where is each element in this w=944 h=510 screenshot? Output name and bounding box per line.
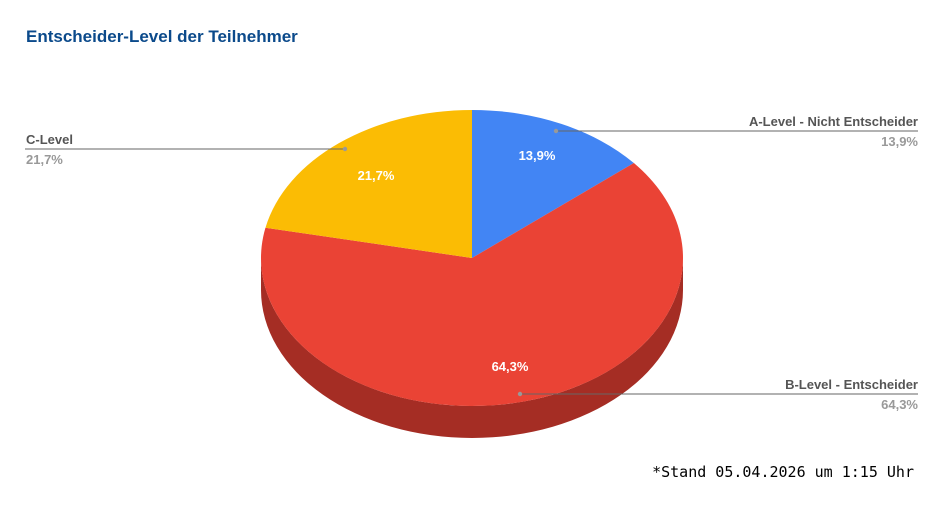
legend-value: 21,7% (26, 152, 63, 167)
chart-title: Entscheider-Level der Teilnehmer (26, 27, 298, 46)
pie-slice-0 (472, 110, 634, 258)
legend-label: B-Level - Entscheider (785, 377, 918, 392)
legend-label: A-Level - Nicht Entscheider (749, 114, 918, 129)
legend-value: 64,3% (881, 397, 918, 412)
pie-slice-1 (261, 163, 683, 406)
legend-value: 13,9% (881, 134, 918, 149)
legend-label: C-Level (26, 132, 73, 147)
slice-value-label: 64,3% (492, 359, 529, 374)
footnote: *Stand 05.04.2026 um 1:15 Uhr (652, 463, 914, 481)
slice-value-label: 13,9% (519, 148, 556, 163)
pie-side-1 (261, 258, 683, 438)
leader-dot (517, 391, 523, 397)
pie-slice-2 (265, 110, 472, 258)
leader-dot (342, 146, 348, 152)
leader-dot (553, 128, 559, 134)
slice-value-label: 21,7% (358, 168, 395, 183)
